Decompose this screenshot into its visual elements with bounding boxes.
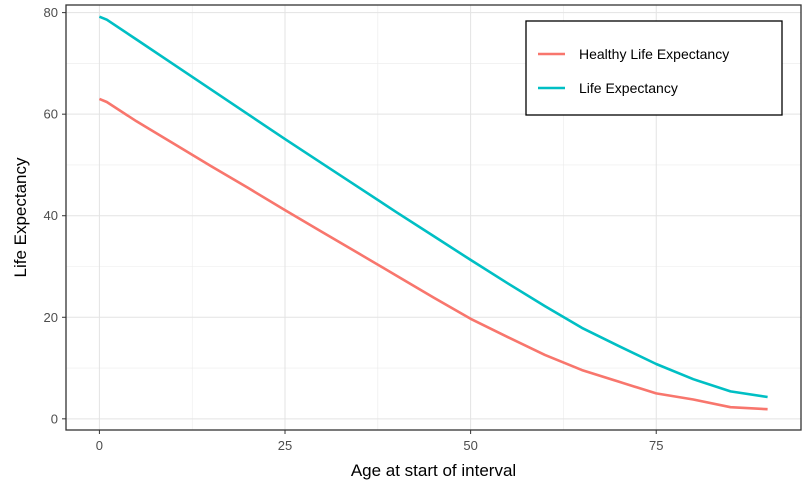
y-axis-ticks: 0 20 40 60 80 — [44, 5, 66, 426]
y-tick-label: 20 — [44, 310, 58, 325]
plot-panel-border — [65, 4, 802, 431]
y-tick-label: 60 — [44, 107, 58, 122]
series-line-2 — [98, 15, 768, 399]
x-axis-ticks: 0 25 50 75 — [96, 430, 663, 453]
x-tick-label: 25 — [278, 438, 292, 453]
x-tick-label: 0 — [96, 438, 103, 453]
y-axis-title: Life Expectancy — [11, 157, 30, 278]
series-line-1 — [98, 97, 768, 411]
y-tick-label: 80 — [44, 5, 58, 20]
series-layer — [98, 15, 768, 411]
y-tick-label: 0 — [51, 411, 58, 426]
legend: Healthy Life Expectancy Life Expectancy — [525, 20, 783, 116]
legend-label-2: Life Expectancy — [579, 80, 678, 96]
y-tick-label: 40 — [44, 208, 58, 223]
legend-label-1: Healthy Life Expectancy — [579, 46, 729, 62]
x-tick-label: 75 — [649, 438, 663, 453]
x-tick-label: 50 — [463, 438, 477, 453]
x-axis-title: Age at start of interval — [351, 461, 516, 480]
legend-box — [525, 20, 783, 116]
